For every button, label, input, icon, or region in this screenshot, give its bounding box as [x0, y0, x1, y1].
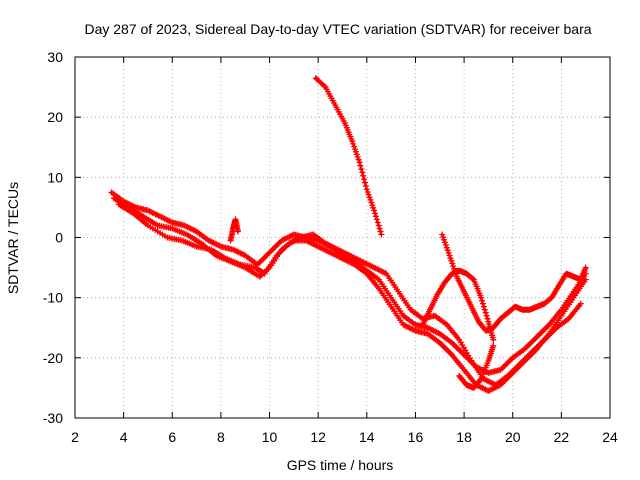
y-tick-label: -30	[43, 410, 63, 426]
series-markers	[227, 216, 241, 244]
series-track-8	[456, 342, 497, 391]
grid	[75, 57, 610, 418]
series-line	[110, 191, 587, 375]
y-tick-label: 20	[47, 109, 63, 125]
x-tick-label: 22	[554, 429, 570, 445]
series-line	[440, 233, 587, 333]
y-tick-label: -20	[43, 350, 63, 366]
x-tick-label: 8	[217, 429, 225, 445]
x-tick-label: 18	[456, 429, 472, 445]
chart-title: Day 287 of 2023, Sidereal Day-to-day VTE…	[84, 21, 591, 37]
x-tick-label: 20	[505, 429, 521, 445]
axis-ticks	[74, 56, 611, 419]
series-track-7	[227, 216, 241, 244]
y-tick-label: 30	[47, 49, 63, 65]
x-tick-label: 4	[120, 429, 128, 445]
x-tick-label: 10	[262, 429, 278, 445]
series-track-1	[108, 189, 589, 376]
y-tick-label: -10	[43, 290, 63, 306]
series-markers	[312, 75, 385, 238]
x-tick-label: 6	[168, 429, 176, 445]
x-axis-tick-labels: 2 4 6 8 10 12 14 16 18 20 22 24	[71, 429, 618, 445]
y-tick-label: 0	[55, 230, 63, 246]
y-axis-label: SDTVAR / TECUs	[5, 182, 21, 294]
y-axis-tick-labels: -30 -20 -10 0 10 20 30	[43, 49, 63, 426]
x-tick-label: 24	[602, 429, 618, 445]
x-axis-label: GPS time / hours	[287, 457, 394, 473]
series-markers	[419, 267, 497, 343]
y-tick-label: 10	[47, 169, 63, 185]
x-tick-label: 16	[408, 429, 424, 445]
x-tick-label: 12	[310, 429, 326, 445]
series-markers	[108, 189, 589, 376]
series-markers	[456, 342, 497, 391]
x-tick-label: 2	[71, 429, 79, 445]
series-track-6	[419, 267, 497, 343]
data-series	[108, 75, 589, 394]
series-track-4	[312, 75, 385, 238]
x-tick-label: 14	[359, 429, 375, 445]
